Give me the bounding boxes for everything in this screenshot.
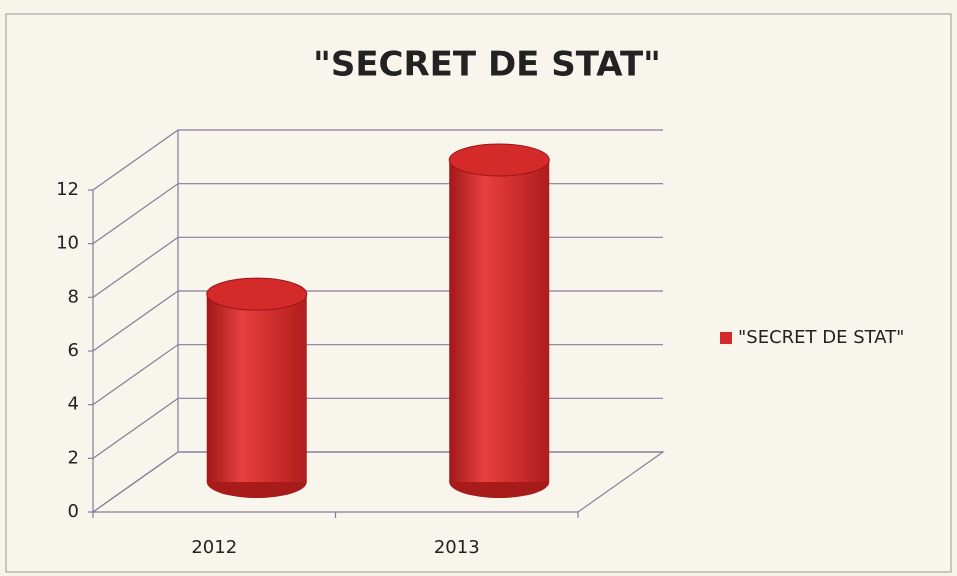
- bar: [206, 294, 307, 482]
- y-tick-label: 4: [68, 394, 79, 415]
- bar-top: [206, 277, 308, 311]
- y-tick-label: 0: [68, 501, 79, 522]
- x-tick-label: 2013: [434, 537, 480, 558]
- legend-label: "SECRET DE STAT": [738, 327, 904, 348]
- bar-top: [448, 143, 550, 177]
- x-tick-label: 2012: [191, 537, 237, 558]
- y-tick-label: 2: [68, 447, 79, 468]
- bar: [449, 160, 550, 482]
- legend-swatch: [720, 332, 732, 344]
- y-tick-label: 12: [56, 179, 79, 200]
- chart-title: "SECRET DE STAT": [313, 45, 661, 85]
- y-tick-label: 10: [56, 233, 79, 254]
- y-tick-label: 6: [68, 340, 79, 361]
- y-tick-label: 8: [68, 286, 79, 307]
